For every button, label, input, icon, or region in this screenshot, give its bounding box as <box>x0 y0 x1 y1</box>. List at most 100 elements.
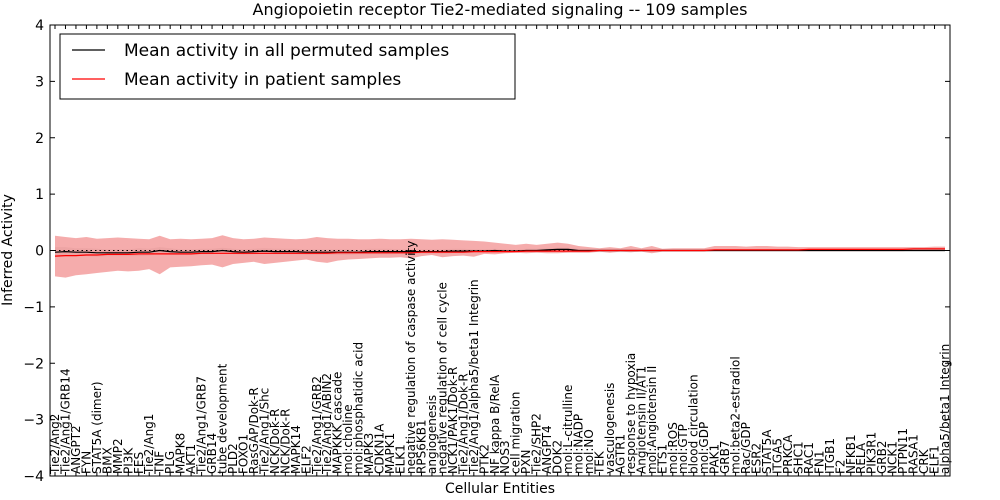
x-tick-label: PTK2 <box>477 444 491 474</box>
legend-frame <box>59 33 516 100</box>
y-tick-label: −1 <box>23 300 44 316</box>
y-tick-label: 2 <box>35 131 44 147</box>
band-series-1 <box>55 235 945 278</box>
x-tick-label: mol:NADP <box>572 414 586 474</box>
x-tick-label: F2 <box>833 459 847 474</box>
x-tick-label: mol:GTP <box>676 424 690 474</box>
x-tick-label: Tie2/SHP2 <box>530 413 544 475</box>
x-tick-label: CRK <box>917 448 931 474</box>
x-tick-label: blood circulation <box>687 374 701 474</box>
x-tick-label: FN1 <box>812 450 826 474</box>
x-tick-label: PXN <box>519 450 533 474</box>
legend-label-permuted: Mean activity in all permuted samples <box>124 41 449 61</box>
x-tick-label: PI3K <box>121 447 135 474</box>
x-tick-label: STAT5A (dimer) <box>90 381 104 474</box>
x-tick-label: GRB7 <box>718 440 732 474</box>
x-tick-label: Tie2/Ang1/Dok-R <box>456 373 470 475</box>
x-tick-label: mol:phosphatidic acid <box>352 342 366 474</box>
x-tick-label: angiogenesis <box>425 395 439 474</box>
x-tick-label: Rac/GDP <box>739 422 753 474</box>
x-tick-label: NCK/Dok-R <box>268 409 282 474</box>
x-tick-label: Tie2/Ang1/GRB7 <box>195 376 209 475</box>
x-tick-label: PTPN11 <box>896 428 910 474</box>
x-tick-label: NF kappa B/RelA <box>488 374 502 474</box>
y-tick-label: 0 <box>35 244 44 260</box>
x-tick-label: Tie2/Ang1 <box>142 414 156 475</box>
y-axis-label: Inferred Activity <box>0 194 16 306</box>
chart-title: Angiopoietin receptor Tie2-mediated sign… <box>253 0 748 19</box>
x-tick-label: mol:L-citrulline <box>561 385 575 474</box>
x-tick-labels: Tie2/Ang2Tie2/Ang1/GRB14ANGPT2FYNSTAT5A … <box>48 25 952 476</box>
x-tick-label: mol:beta2-estradiol <box>729 356 743 474</box>
x-tick-label: Tie2/Ang1/GRB2 <box>310 376 324 475</box>
x-tick-label: MAPK1 <box>383 433 397 474</box>
x-tick-label: RPS6KB1 <box>415 419 429 474</box>
x-tick-label: ITGA5 <box>771 438 785 474</box>
x-tick-label: ESR2 <box>750 443 764 474</box>
x-tick-label: ITGB1 <box>823 438 837 474</box>
x-tick-label: BMX <box>100 447 114 474</box>
x-tick-label: Angiotensin II/AT1 <box>634 366 648 474</box>
x-tick-label: SHC1 <box>791 441 805 474</box>
x-tick-label: mol:choline <box>341 404 355 474</box>
x-tick-label: mol:NO <box>582 429 596 474</box>
x-tick-label: STAT5A <box>760 429 774 474</box>
x-tick-label: Tie2/Ang1/GRB14 <box>59 368 73 475</box>
x-tick-label: MAPK8 <box>174 433 188 474</box>
x-tick-label: response to hypoxia <box>624 353 638 474</box>
x-tick-label: Tie2/Ang2 <box>48 414 62 475</box>
x-tick-label: FOXO1 <box>237 434 251 474</box>
x-tick-label: PIK3R1 <box>865 432 879 474</box>
legend-label-patient: Mean activity in patient samples <box>124 70 401 90</box>
x-tick-label: NCK/Dok-R <box>278 409 292 474</box>
x-tick-label: FYN <box>79 451 93 474</box>
x-tick-label: MAPK3 <box>362 433 376 474</box>
x-tick-label: GRB2 <box>875 440 889 474</box>
y-tick-label: −4 <box>23 469 44 485</box>
x-tick-label: TEK <box>593 450 607 475</box>
x-tick-label: Tie2/Ang1/ABIN2 <box>320 373 334 475</box>
y-tick-label: −3 <box>23 413 44 429</box>
y-axis-ticks: −4 −3 −2 −1 0 1 2 3 4 <box>23 18 950 485</box>
x-tick-label: MAPKKK cascade <box>331 372 345 474</box>
series-layer <box>54 248 945 257</box>
x-tick-label: ELK1 <box>394 444 408 474</box>
x-tick-label: cell migration <box>509 392 523 474</box>
x-tick-label: RasGAP/Dok-R <box>247 387 261 474</box>
x-tick-label: ELF2 <box>299 445 313 474</box>
x-tick-label: AKT1 <box>184 444 198 474</box>
x-tick-label: vasculogenesis <box>603 383 617 474</box>
x-tick-label: PLD2 <box>226 443 240 474</box>
x-tick-label: PLG <box>163 451 177 474</box>
x-axis-label: Cellular Entities <box>445 481 555 497</box>
x-tick-label: DOK2 <box>551 440 565 474</box>
x-tick-label: MAPK14 <box>289 425 303 474</box>
x-tick-label: ELF1 <box>928 445 942 474</box>
x-tick-label: RELA <box>854 442 868 474</box>
x-tick-label: TNF <box>153 451 167 475</box>
legend: Mean activity in all permuted samples Me… <box>59 33 516 100</box>
x-tick-label: CDKN1A <box>373 423 387 474</box>
x-tick-label: PRKCA <box>781 434 795 474</box>
x-tick-label: negative regulation of cell cycle <box>435 282 449 474</box>
y-tick-label: 4 <box>35 18 44 34</box>
y-tick-label: −2 <box>23 356 44 372</box>
y-tick-label: 3 <box>35 74 44 90</box>
x-tick-label: mol:GDP <box>697 422 711 474</box>
x-tick-label: Tie2/Ang1/Shc <box>257 388 271 475</box>
x-tick-label: NCK1 <box>886 441 900 474</box>
x-tick-label: NOS3 <box>498 440 512 474</box>
x-tick-label: FES <box>132 452 146 474</box>
plot-frame <box>49 24 951 477</box>
x-tick-label: negative regulation of caspase activity <box>404 241 418 474</box>
x-tick-label: alpha5/beta1 Integrin <box>938 344 952 474</box>
x-tick-label: Tie2/Ang1/alpha5/beta1 Integrin <box>467 279 481 475</box>
x-tick-label: NFKB1 <box>844 434 858 474</box>
x-tick-label: PAK1 <box>708 444 722 474</box>
x-tick-label: AGTR1 <box>613 434 627 474</box>
x-tick-label: RASA1 <box>907 434 921 474</box>
x-tick-label: MMP2 <box>111 438 125 474</box>
x-tick-label: GRB14 <box>205 433 219 474</box>
x-tick-label: NCK1/PAK1/Dok-R <box>446 367 460 474</box>
